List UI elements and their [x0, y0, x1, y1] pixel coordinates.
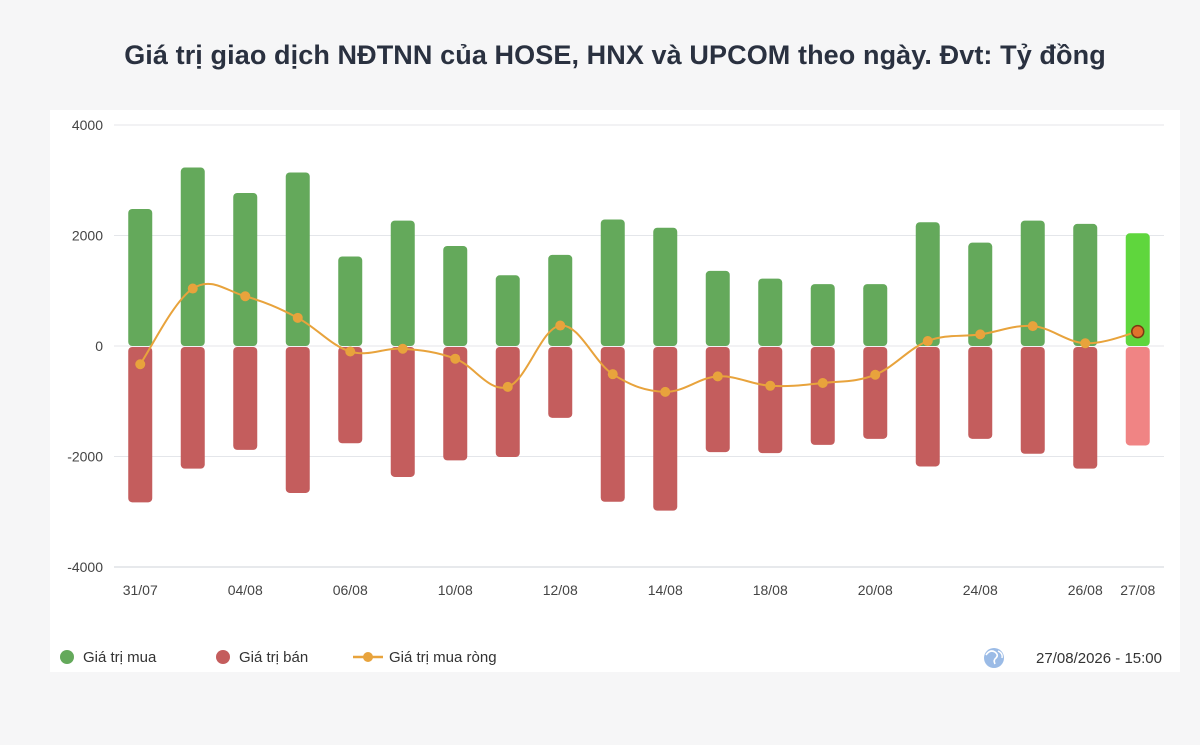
buy-bar[interactable] — [233, 192, 258, 346]
legend-label-sell: Giá trị bán — [239, 649, 308, 666]
x-tick-label: 04/08 — [228, 582, 263, 598]
x-axis-labels: 31/07 04/08 06/08 10/08 12/08 14/08 18/08 20/08… — [123, 582, 1156, 598]
net-point[interactable] — [660, 386, 671, 397]
net-point[interactable] — [1080, 338, 1091, 349]
x-tick-label: 26/08 — [1068, 582, 1103, 598]
chart-card: 4000 2000 0 -2000 -4000 31/07 04/08 06/08 10/08… — [50, 110, 1180, 672]
sell-bar[interactable] — [233, 347, 258, 450]
net-point[interactable] — [1131, 324, 1145, 339]
sell-bar[interactable] — [390, 347, 415, 477]
buy-bar[interactable] — [705, 270, 730, 346]
net-point[interactable] — [292, 312, 303, 323]
sell-bar[interactable] — [758, 347, 783, 454]
legend-item-buy[interactable]: Giá trị mua — [60, 649, 157, 666]
net-point[interactable] — [922, 336, 933, 347]
x-tick-label: 12/08 — [543, 582, 578, 598]
buy-bar[interactable] — [968, 242, 993, 346]
x-tick-label: 18/08 — [753, 582, 788, 598]
legend-label-net: Giá trị mua ròng — [389, 649, 497, 666]
net-point[interactable] — [450, 353, 461, 364]
sell-bar[interactable] — [653, 347, 678, 511]
y-tick-label: -4000 — [67, 559, 103, 575]
sell-bar[interactable] — [180, 347, 205, 469]
y-tick-label: 2000 — [72, 228, 103, 244]
legend-marker-sell — [216, 650, 230, 664]
legend-marker-net — [363, 652, 373, 662]
net-point[interactable] — [187, 283, 198, 294]
buy-bar[interactable] — [1020, 220, 1045, 346]
sell-bar[interactable] — [600, 347, 625, 502]
line-layer — [135, 282, 1145, 397]
chart-title: Giá trị giao dịch NĐTNN của HOSE, HNX và… — [124, 40, 1106, 70]
x-tick-label: 31/07 — [123, 582, 158, 598]
sell-bar[interactable] — [968, 347, 993, 439]
legend-item-net[interactable]: Giá trị mua ròng — [353, 649, 497, 666]
net-point[interactable] — [765, 380, 776, 391]
legend-marker-buy — [60, 650, 74, 664]
sell-bar[interactable] — [495, 347, 520, 458]
net-point[interactable] — [135, 359, 146, 370]
buy-bar[interactable] — [600, 219, 625, 346]
buy-bar[interactable] — [653, 227, 678, 346]
x-tick-label: 10/08 — [438, 582, 473, 598]
buy-bar[interactable] — [1073, 223, 1098, 346]
net-point[interactable] — [975, 329, 986, 340]
buy-bar[interactable] — [758, 278, 783, 346]
sell-bar[interactable] — [705, 347, 730, 453]
buy-bar[interactable] — [443, 245, 468, 346]
sell-bar[interactable] — [810, 347, 835, 445]
sell-bar[interactable] — [548, 347, 573, 418]
net-point[interactable] — [1027, 321, 1038, 332]
net-point[interactable] — [607, 369, 618, 380]
net-point[interactable] — [240, 291, 251, 302]
net-point[interactable] — [817, 378, 828, 389]
sell-bar[interactable] — [128, 347, 153, 503]
chart-svg: 4000 2000 0 -2000 -4000 31/07 04/08 06/08 10/08… — [60, 117, 1164, 668]
sell-bar[interactable] — [1020, 347, 1045, 454]
buy-bar[interactable] — [915, 222, 940, 346]
buy-bar[interactable] — [548, 254, 573, 346]
x-tick-label: 06/08 — [333, 582, 368, 598]
buy-bar[interactable] — [338, 256, 363, 346]
net-point[interactable] — [555, 320, 566, 331]
x-tick-label: 20/08 — [858, 582, 893, 598]
net-point[interactable] — [502, 381, 513, 392]
sell-bar[interactable] — [443, 347, 468, 461]
sell-bar[interactable] — [1125, 347, 1150, 446]
buy-bar[interactable] — [285, 172, 310, 346]
y-tick-label: 0 — [95, 338, 103, 354]
y-tick-label: -2000 — [67, 449, 103, 465]
net-point[interactable] — [870, 369, 881, 380]
globe-icon — [984, 648, 1004, 668]
legend: Giá trị mua Giá trị bán Giá trị mua ròng — [60, 649, 497, 666]
y-tick-label: 4000 — [72, 117, 103, 133]
x-tick-label: 24/08 — [963, 582, 998, 598]
timestamp-group: 27/08/2026 - 15:00 — [984, 648, 1162, 668]
sell-bar[interactable] — [915, 347, 940, 467]
sell-bar[interactable] — [338, 347, 363, 444]
net-point[interactable] — [397, 343, 408, 354]
legend-label-buy: Giá trị mua — [83, 649, 157, 666]
buy-bar[interactable] — [863, 284, 888, 346]
net-point[interactable] — [345, 346, 356, 357]
buy-bar[interactable] — [390, 220, 415, 346]
x-tick-label: 27/08 — [1120, 582, 1155, 598]
buy-bar[interactable] — [180, 167, 205, 346]
legend-item-sell[interactable]: Giá trị bán — [216, 649, 308, 666]
timestamp-text: 27/08/2026 - 15:00 — [1036, 650, 1162, 667]
buy-bar[interactable] — [810, 284, 835, 346]
bar-layer — [128, 167, 1150, 511]
sell-bar[interactable] — [285, 347, 310, 493]
buy-bar[interactable] — [1125, 233, 1150, 346]
buy-bar[interactable] — [128, 208, 153, 346]
sell-bar[interactable] — [863, 347, 888, 439]
sell-bar[interactable] — [1073, 347, 1098, 469]
net-point[interactable] — [712, 371, 723, 382]
buy-bar[interactable] — [495, 275, 520, 346]
x-tick-label: 14/08 — [648, 582, 683, 598]
